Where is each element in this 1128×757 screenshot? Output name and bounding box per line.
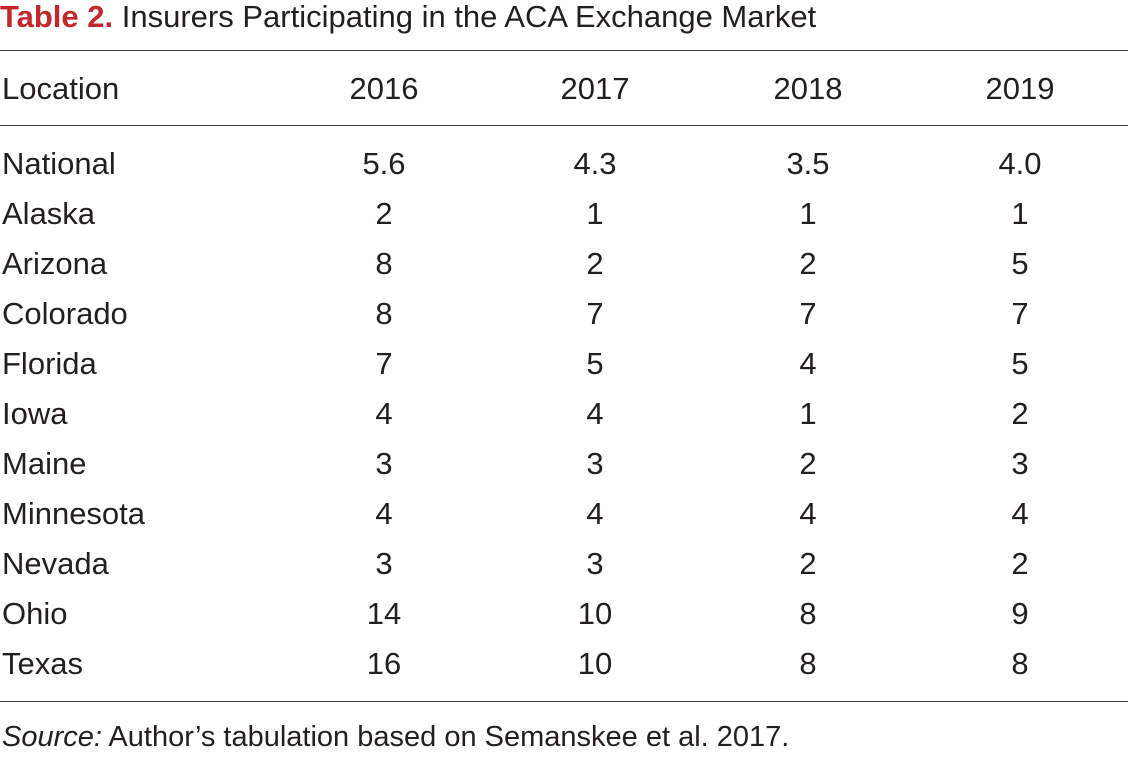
value-cell: 7	[586, 296, 604, 331]
value-cell: 1	[586, 196, 604, 231]
value-cell: 2	[799, 446, 817, 481]
location-cell: Nevada	[2, 546, 109, 581]
location-cell: Florida	[2, 346, 97, 381]
value-cell: 10	[577, 596, 613, 631]
table-row: National 5.6 4.3 3.5 4.0	[0, 139, 1128, 189]
value-cell: 8	[375, 246, 393, 281]
value-cell: 4	[586, 496, 604, 531]
table-row: Arizona 8 2 2 5	[0, 239, 1128, 289]
value-cell: 3	[375, 546, 393, 581]
value-cell: 7	[1011, 296, 1029, 331]
value-cell: 3	[586, 446, 604, 481]
table-row: Ohio 14 10 8 9	[0, 589, 1128, 639]
source-text: Author’s tabulation based on Semanskee e…	[108, 721, 790, 753]
header-rule	[0, 125, 1128, 126]
location-cell: Iowa	[2, 396, 68, 431]
value-cell: 10	[577, 646, 613, 681]
value-cell: 2	[799, 246, 817, 281]
value-cell: 2	[586, 246, 604, 281]
source-note: Source: Author’s tabulation based on Sem…	[2, 717, 789, 757]
header-year-2017: 2017	[560, 71, 630, 106]
value-cell: 2	[375, 196, 393, 231]
value-cell: 4	[375, 496, 393, 531]
value-cell: 14	[366, 596, 402, 631]
value-cell: 4.0	[998, 146, 1042, 181]
table-row: Colorado 8 7 7 7	[0, 289, 1128, 339]
table-row: Alaska 2 1 1 1	[0, 189, 1128, 239]
value-cell: 4	[1011, 496, 1029, 531]
location-cell: Arizona	[2, 246, 108, 281]
value-cell: 8	[799, 646, 817, 681]
location-cell: Colorado	[2, 296, 128, 331]
table-row: Texas 16 10 8 8	[0, 639, 1128, 689]
value-cell: 2	[1011, 546, 1029, 581]
value-cell: 4	[799, 496, 817, 531]
value-cell: 4	[586, 396, 604, 431]
location-cell: Alaska	[2, 196, 96, 231]
value-cell: 3	[586, 546, 604, 581]
value-cell: 16	[366, 646, 402, 681]
location-cell: Maine	[2, 446, 87, 481]
header-year-2018: 2018	[773, 71, 843, 106]
value-cell: 8	[799, 596, 817, 631]
value-cell: 2	[799, 546, 817, 581]
value-cell: 1	[799, 196, 817, 231]
top-rule	[0, 50, 1128, 51]
value-cell: 1	[1011, 196, 1029, 231]
table-row: Maine 3 3 2 3	[0, 439, 1128, 489]
value-cell: 7	[799, 296, 817, 331]
source-label: Source:	[2, 721, 102, 753]
header-year-2019: 2019	[985, 71, 1055, 106]
value-cell: 9	[1011, 596, 1029, 631]
header-year-2016: 2016	[349, 71, 419, 106]
table-row: Minnesota 4 4 4 4	[0, 489, 1128, 539]
value-cell: 3	[1011, 446, 1029, 481]
value-cell: 8	[1011, 646, 1029, 681]
value-cell: 4	[799, 346, 817, 381]
value-cell: 3.5	[786, 146, 830, 181]
value-cell: 5	[1011, 246, 1029, 281]
table-row: Iowa 4 4 1 2	[0, 389, 1128, 439]
table-title: Table 2. Insurers Participating in the A…	[0, 0, 816, 36]
value-cell: 4.3	[573, 146, 617, 181]
value-cell: 1	[799, 396, 817, 431]
location-cell: Texas	[2, 646, 83, 681]
value-cell: 5.6	[362, 146, 406, 181]
value-cell: 8	[375, 296, 393, 331]
location-cell: Minnesota	[2, 496, 146, 531]
location-cell: National	[2, 146, 116, 181]
header-location: Location	[2, 71, 120, 106]
value-cell: 3	[375, 446, 393, 481]
table-row: Florida 7 5 4 5	[0, 339, 1128, 389]
value-cell: 5	[586, 346, 604, 381]
value-cell: 4	[375, 396, 393, 431]
table-header-row: Location 2016 2017 2018 2019	[0, 64, 1128, 114]
table-title-text: Insurers Participating in the ACA Exchan…	[121, 0, 817, 34]
table-number-label: Table 2.	[0, 0, 114, 34]
table-row: Nevada 3 3 2 2	[0, 539, 1128, 589]
value-cell: 5	[1011, 346, 1029, 381]
bottom-rule	[0, 701, 1128, 702]
value-cell: 7	[375, 346, 393, 381]
value-cell: 2	[1011, 396, 1029, 431]
location-cell: Ohio	[2, 596, 68, 631]
